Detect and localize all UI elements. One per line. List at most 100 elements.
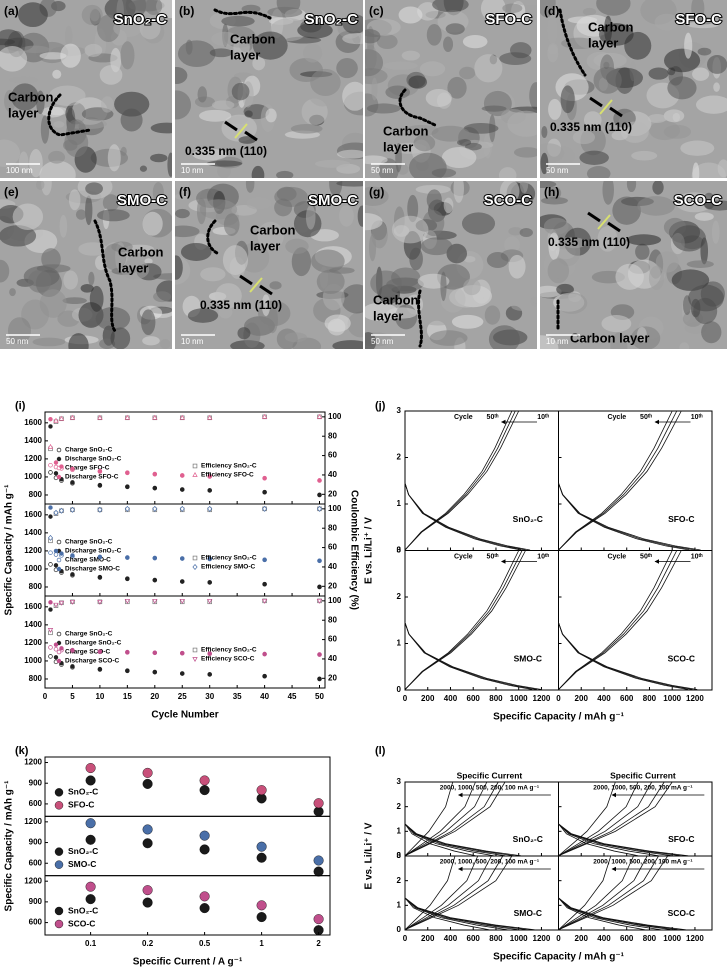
tem-texture [408,152,447,178]
rate-note: 2000, 1000, 500, 200, 100 mA g⁻¹ [440,859,539,866]
y2-tick-label: 20 [328,673,337,682]
carbon-layer-note: Carbon [373,292,419,307]
tem-texture [376,34,398,50]
tem-texture [684,32,693,59]
y-tick-label: 3 [397,546,402,555]
data-point [179,414,185,420]
tem-texture [366,103,401,114]
carbon-layer-note: layer [250,238,280,253]
tem-texture [513,147,537,158]
tem-texture [102,194,120,212]
tem-texture [142,336,160,346]
carbon-layer-note: Carbon [8,89,54,104]
y-tick-label: 1200 [24,454,42,463]
data-point [70,647,75,653]
tem-texture [425,88,452,107]
y-tick-label: 800 [29,582,43,591]
data-point [207,598,213,604]
tem-texture [221,15,255,27]
data-point [54,788,64,797]
tem-texture [27,269,52,293]
data-point [70,466,75,472]
legend-label: Efficiency SCO-C [201,656,255,663]
tem-texture [502,3,523,14]
data-point [152,669,158,675]
lattice-spacing: 0.335 nm (110) [550,120,632,134]
tem-texture [64,25,73,48]
panel-label: (c) [369,4,384,18]
charge-curve [404,855,504,931]
data-point [142,778,153,789]
tem-texture [365,155,388,165]
tem-texture [342,33,363,45]
tem-texture [192,148,228,161]
charge-curve [404,855,456,931]
tem-texture [285,238,309,254]
lattice-arrow [224,120,238,132]
y2-tick-label: 100 [328,596,342,605]
carbon-layer-note: layer [373,308,403,323]
data-point [53,642,59,647]
legend-label: SFO-C [68,800,94,810]
data-point [48,470,53,475]
tem-texture [463,278,481,296]
tem-texture [508,227,523,236]
data-point [317,558,322,563]
y2-tick-label: 100 [328,504,342,513]
data-point [53,646,59,652]
x-tick-label: 200 [421,934,435,943]
data-point [97,554,103,559]
tem-texture [398,6,423,24]
data-point [53,460,59,465]
tem-texture [408,75,428,89]
tem-texture [540,285,562,298]
cycle-note: Cycle [607,553,626,560]
data-point [54,847,64,856]
tem-texture [237,327,251,340]
data-point [192,463,198,469]
x-tick-label: 1000 [510,934,528,943]
data-point [316,505,323,512]
tem-texture [85,195,93,226]
data-point [152,555,158,561]
tem-texture [663,48,701,73]
panel-label: (i) [15,400,26,412]
data-point [53,655,59,660]
x-tick-label: 0 [403,694,408,703]
y-tick-label: 2 [397,592,402,601]
sample-label: SnO₂-C [513,514,543,524]
y-tick-label: 1400 [24,436,42,445]
tem-texture [175,193,191,200]
data-point [124,414,131,420]
tem-texture [637,196,676,216]
tem-texture [404,124,439,137]
tem-texture [139,165,148,172]
tem-texture [713,82,720,92]
tem-texture [440,271,447,302]
cycle-note: 10ᵗʰ [691,553,703,560]
legend-label: SMO-C [68,859,96,869]
discharge-curve [558,897,661,931]
tem-texture [336,58,358,79]
y-tick-label: 2 [397,453,402,462]
carbon-layer-note: layer [118,260,148,275]
tem-texture [540,335,559,349]
panel-label: (h) [544,185,559,199]
data-point [85,894,96,905]
data-point [207,580,212,585]
tem-texture [150,122,172,134]
carbon-boundary [93,219,117,333]
tem-texture [401,50,420,61]
y-tick-label: 600 [29,858,43,867]
discharge-curve [558,897,686,931]
carbon-boundary [206,219,219,255]
tem-texture [267,6,303,18]
x-tick-label: 200 [421,694,435,703]
data-point [142,767,153,778]
cycle-note: 50ᵗʰ [640,414,652,421]
data-point [317,652,322,657]
tem-texture [530,296,537,307]
data-point [48,505,53,510]
tem-texture [602,181,614,205]
